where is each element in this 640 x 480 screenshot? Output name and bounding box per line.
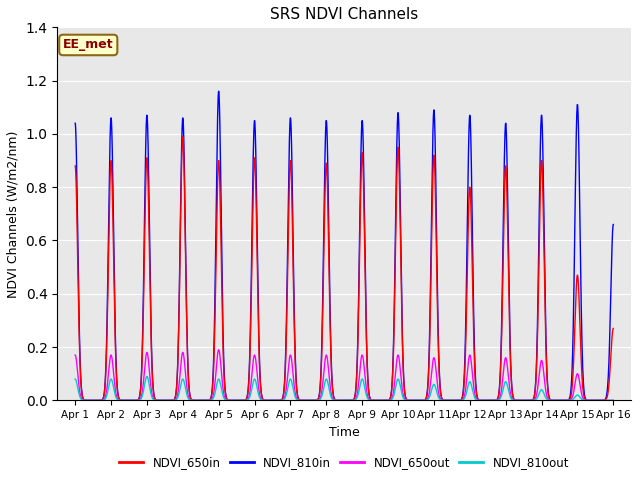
Line: NDVI_810in: NDVI_810in — [75, 91, 613, 400]
Legend: NDVI_650in, NDVI_810in, NDVI_650out, NDVI_810out: NDVI_650in, NDVI_810in, NDVI_650out, NDV… — [115, 451, 573, 473]
NDVI_650in — [390, 343, 397, 348]
NDVI_650out — [499, 374, 507, 380]
NDVI_810in — [499, 247, 507, 252]
NDVI_810out — [143, 373, 151, 379]
NDVI_810in — [266, 397, 274, 403]
NDVI_650in — [591, 397, 599, 403]
NDVI_650in — [413, 397, 421, 403]
Title: SRS NDVI Channels: SRS NDVI Channels — [270, 7, 419, 22]
NDVI_810in — [390, 336, 397, 341]
NDVI_810out — [266, 397, 274, 403]
NDVI_810out — [71, 376, 79, 382]
NDVI_810in — [609, 222, 617, 228]
NDVI_650out — [266, 397, 274, 403]
NDVI_650out — [390, 388, 397, 394]
NDVI_810out — [413, 397, 421, 403]
NDVI_650out — [99, 397, 106, 403]
Y-axis label: NDVI Channels (W/m2/nm): NDVI Channels (W/m2/nm) — [7, 130, 20, 298]
NDVI_650in — [470, 351, 478, 357]
NDVI_650in — [179, 133, 187, 139]
NDVI_810in — [99, 397, 106, 403]
NDVI_650out — [609, 397, 617, 403]
NDVI_650out — [71, 352, 79, 358]
Line: NDVI_810out: NDVI_810out — [75, 376, 613, 400]
Line: NDVI_650out: NDVI_650out — [75, 350, 613, 400]
NDVI_810out — [99, 397, 106, 403]
NDVI_650out — [413, 397, 421, 403]
NDVI_810out — [390, 393, 397, 399]
NDVI_810out — [470, 394, 478, 399]
NDVI_810in — [71, 120, 79, 126]
NDVI_650in — [266, 397, 274, 403]
NDVI_810in — [470, 335, 478, 341]
X-axis label: Time: Time — [329, 426, 360, 439]
NDVI_810in — [591, 397, 599, 403]
NDVI_650in — [71, 163, 79, 169]
NDVI_650in — [99, 397, 106, 403]
NDVI_810out — [499, 387, 507, 393]
NDVI_810out — [609, 397, 617, 403]
NDVI_650in — [609, 325, 617, 331]
NDVI_650out — [470, 387, 478, 393]
Text: EE_met: EE_met — [63, 38, 113, 51]
NDVI_810in — [215, 88, 223, 94]
Line: NDVI_650in: NDVI_650in — [75, 136, 613, 400]
NDVI_650in — [499, 270, 507, 276]
NDVI_650out — [215, 347, 223, 353]
NDVI_810in — [413, 397, 421, 403]
